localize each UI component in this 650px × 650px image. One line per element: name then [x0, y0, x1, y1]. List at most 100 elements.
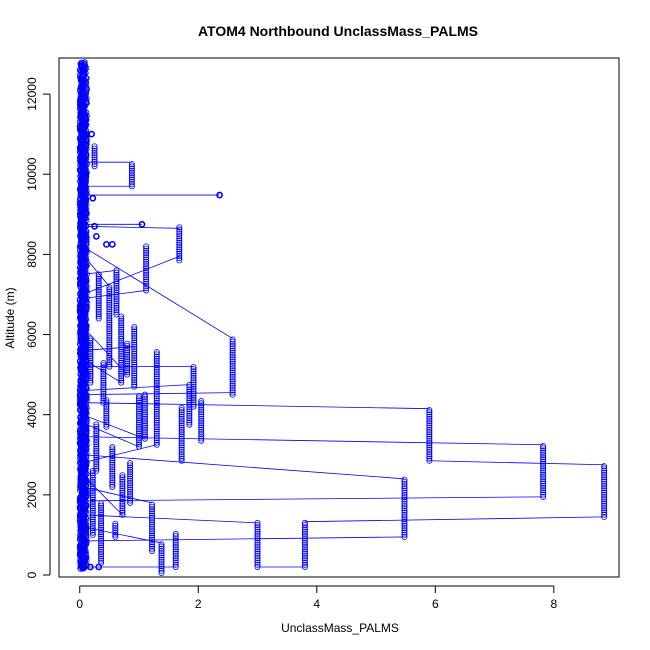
data-point — [135, 432, 142, 439]
data-point — [158, 552, 165, 559]
data-point — [106, 359, 113, 366]
data-point — [106, 295, 113, 302]
y-tick-label: 8000 — [25, 241, 39, 268]
data-point — [98, 548, 105, 555]
data-point — [178, 413, 185, 420]
data-point — [198, 422, 205, 429]
data-point — [109, 463, 116, 470]
data-point — [109, 470, 116, 477]
data-point — [153, 360, 160, 367]
data-point — [426, 453, 433, 460]
data-point — [131, 324, 138, 331]
data-point — [540, 454, 547, 461]
data-point — [127, 460, 134, 467]
data-point — [198, 400, 205, 407]
connecting-line — [82, 384, 190, 392]
data-point — [131, 350, 138, 357]
data-point — [149, 508, 156, 515]
data-point — [153, 437, 160, 444]
data-point — [540, 493, 547, 500]
data-point — [301, 548, 308, 555]
data-point — [540, 491, 547, 498]
data-point — [127, 473, 134, 480]
data-point — [601, 491, 608, 498]
data-point — [98, 511, 105, 518]
data-point — [540, 469, 547, 476]
data-point — [141, 404, 148, 411]
data-point — [89, 520, 96, 527]
data-point — [131, 348, 138, 355]
data-point — [301, 550, 308, 557]
data-point — [135, 439, 142, 446]
data-point — [198, 406, 205, 413]
data-point — [143, 247, 150, 254]
data-point — [103, 417, 110, 424]
data-point — [106, 306, 113, 313]
data-point — [106, 334, 113, 341]
data-point — [89, 503, 96, 510]
data-point — [426, 451, 433, 458]
data-point — [401, 511, 408, 518]
data-point — [178, 444, 185, 451]
data-point — [149, 534, 156, 541]
data-point — [124, 360, 131, 367]
data-point — [426, 440, 433, 447]
data-point — [153, 415, 160, 422]
data-point — [113, 311, 120, 318]
data-point — [149, 519, 156, 526]
data-point — [601, 472, 608, 479]
data-point — [143, 258, 150, 265]
data-point — [153, 421, 160, 428]
data-point — [141, 424, 148, 431]
data-point — [93, 439, 100, 446]
data-point — [93, 458, 100, 465]
data-point — [91, 156, 98, 163]
data-point — [109, 483, 116, 490]
data-point — [401, 520, 408, 527]
data-point — [426, 431, 433, 438]
data-point — [109, 461, 116, 468]
data-point — [98, 540, 105, 547]
data-point — [301, 526, 308, 533]
data-point — [540, 451, 547, 458]
data-point — [93, 447, 100, 454]
data-point — [143, 252, 150, 259]
data-point — [143, 283, 150, 290]
data-point — [401, 481, 408, 488]
data-point — [601, 480, 608, 487]
data-point — [153, 430, 160, 437]
data-point — [118, 337, 125, 344]
data-point — [301, 555, 308, 562]
x-axis-label: UnclassMass_PALMS — [281, 621, 399, 635]
connecting-line — [82, 526, 162, 544]
y-tick-label: 2000 — [25, 481, 39, 508]
y-tick-label: 0 — [25, 571, 39, 578]
data-point — [141, 435, 148, 442]
data-point — [254, 544, 261, 551]
data-point — [401, 533, 408, 540]
data-point — [190, 375, 197, 382]
data-point — [153, 377, 160, 384]
y-axis-label: Altitude (m) — [3, 287, 17, 348]
data-point — [149, 514, 156, 521]
data-point — [540, 487, 547, 494]
data-point — [149, 517, 156, 524]
data-point — [131, 352, 138, 359]
data-point — [301, 519, 308, 526]
data-point — [301, 541, 308, 548]
data-point — [254, 528, 261, 535]
data-point — [103, 406, 110, 413]
data-point — [124, 347, 131, 354]
data-point — [186, 384, 193, 391]
data-point — [103, 423, 110, 430]
data-point — [118, 344, 125, 351]
data-point — [601, 478, 608, 485]
data-point — [186, 401, 193, 408]
data-point — [229, 389, 236, 396]
data-point — [91, 154, 98, 161]
data-point — [401, 478, 408, 485]
data-point — [153, 428, 160, 435]
data-point — [601, 511, 608, 518]
data-point — [143, 278, 150, 285]
